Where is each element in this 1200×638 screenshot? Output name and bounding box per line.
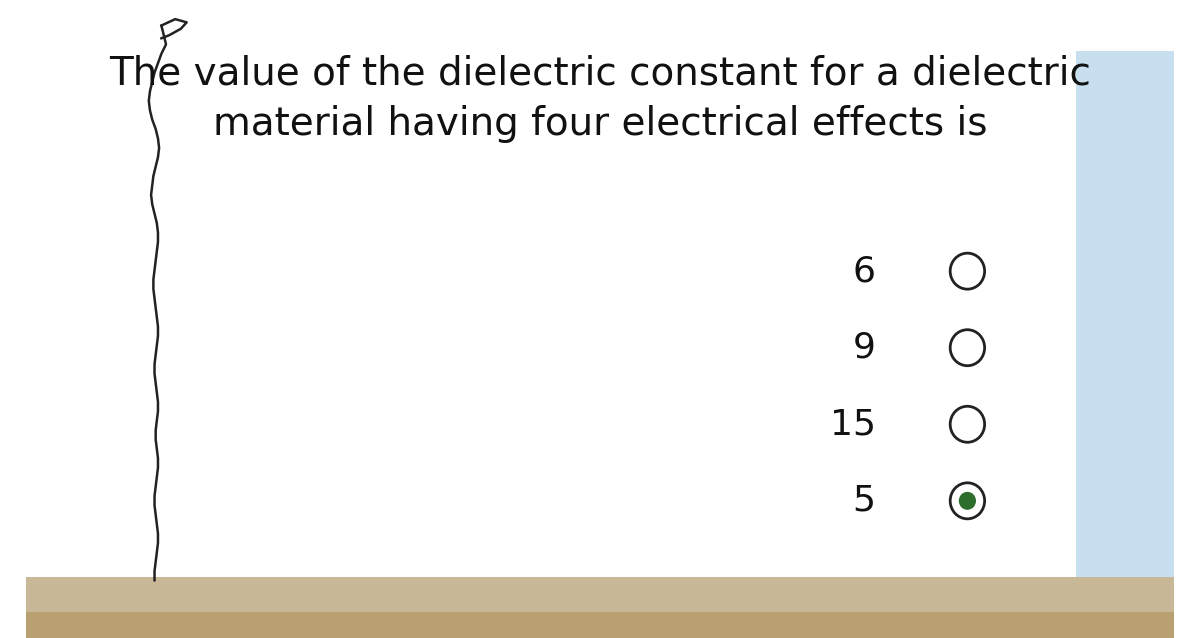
Bar bbox=[26, 612, 1174, 638]
Text: 6: 6 bbox=[852, 254, 876, 288]
Ellipse shape bbox=[950, 483, 985, 519]
Text: material having four electrical effects is: material having four electrical effects … bbox=[212, 105, 988, 144]
Ellipse shape bbox=[950, 330, 985, 366]
Text: The value of the dielectric constant for a dielectric: The value of the dielectric constant for… bbox=[109, 54, 1091, 93]
Bar bbox=[26, 577, 1174, 638]
Bar bbox=[1076, 51, 1174, 587]
Ellipse shape bbox=[959, 492, 976, 510]
Text: 5: 5 bbox=[852, 484, 876, 518]
Ellipse shape bbox=[950, 406, 985, 442]
Text: 15: 15 bbox=[829, 407, 876, 441]
Ellipse shape bbox=[950, 253, 985, 289]
Text: 9: 9 bbox=[853, 330, 876, 365]
